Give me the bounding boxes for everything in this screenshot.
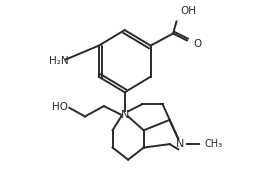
Text: N: N <box>176 139 184 149</box>
Text: O: O <box>193 39 201 49</box>
Text: CH₃: CH₃ <box>204 139 222 149</box>
Text: HO: HO <box>52 102 68 112</box>
Text: OH: OH <box>180 6 196 16</box>
Text: H₂N: H₂N <box>49 56 68 66</box>
Text: N: N <box>120 110 129 120</box>
